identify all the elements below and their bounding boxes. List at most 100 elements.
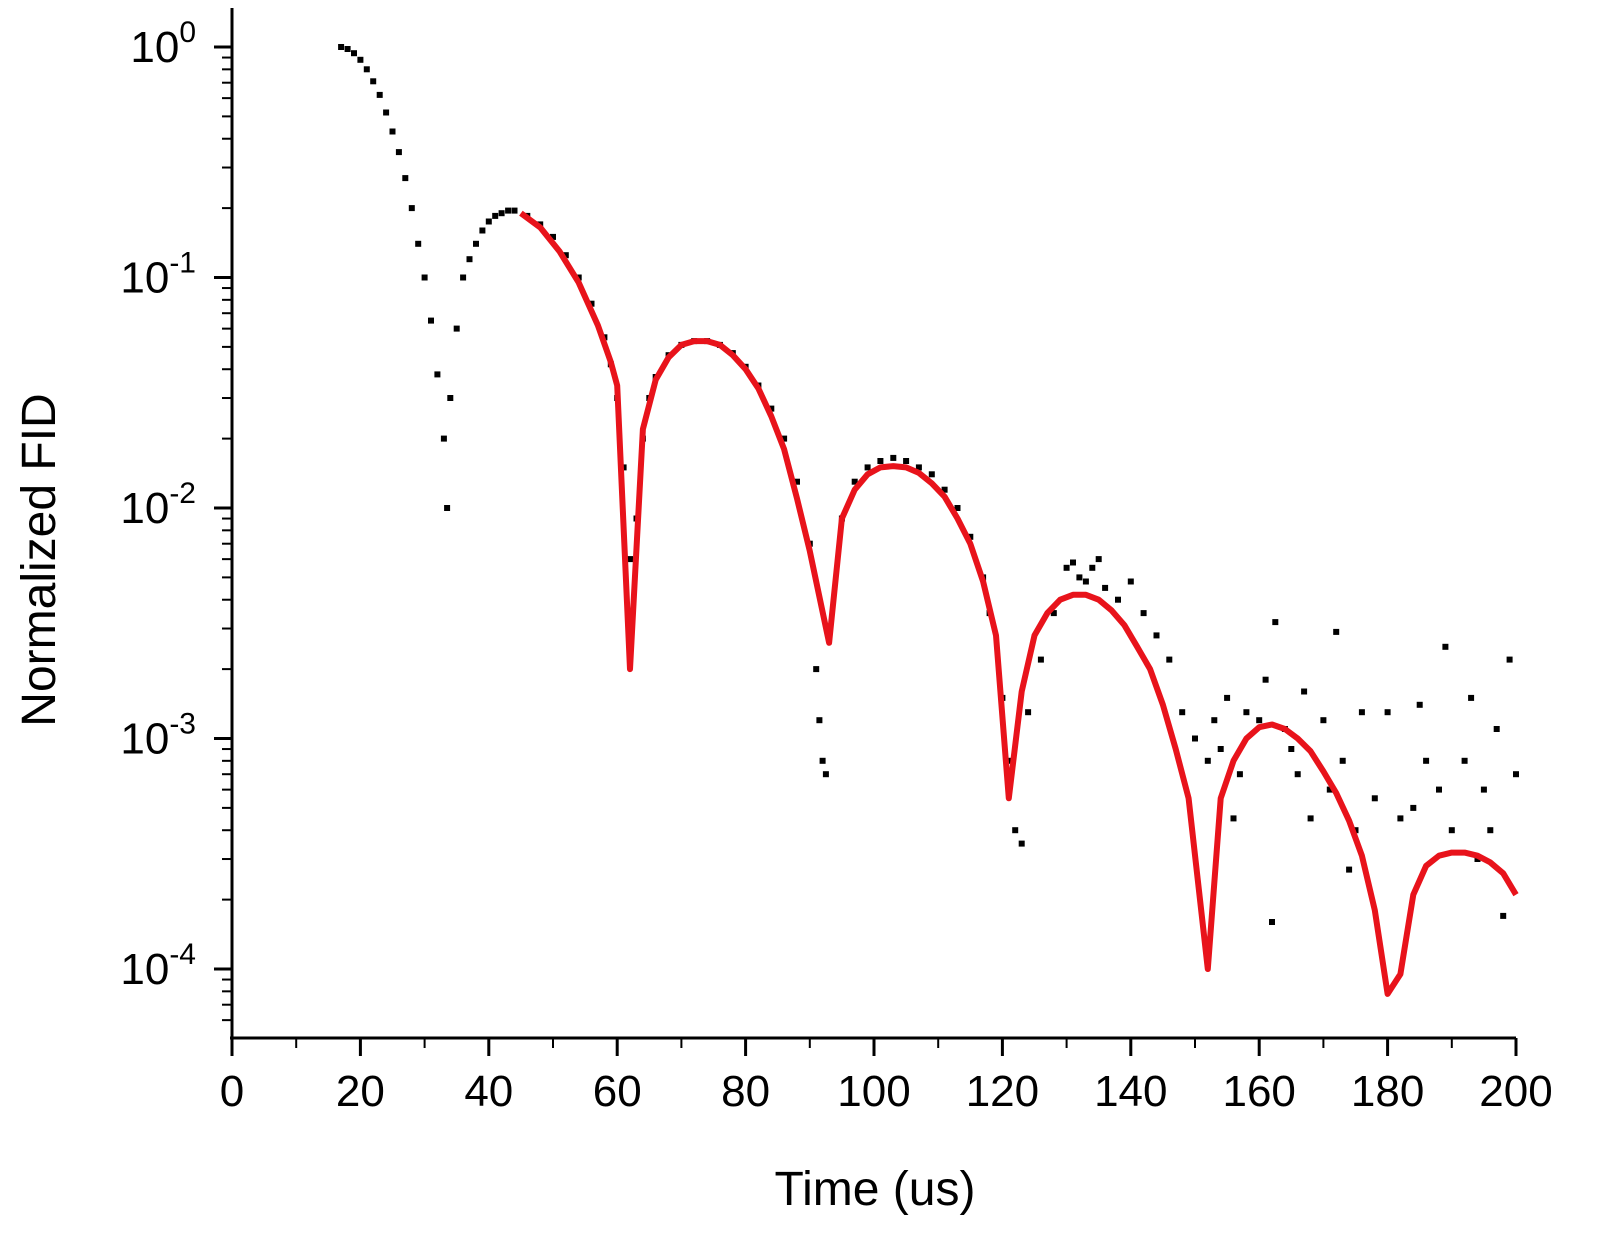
data-point [1070, 559, 1076, 566]
data-point [1127, 578, 1134, 585]
x-tick-label: 80 [721, 1067, 770, 1116]
data-point [1294, 771, 1301, 778]
data-point [1480, 786, 1487, 793]
data-point [1217, 746, 1224, 752]
data-point [395, 149, 402, 156]
data-point [768, 405, 775, 412]
data-point [954, 505, 961, 511]
data-point [1082, 578, 1089, 585]
data-point [1410, 804, 1417, 811]
y-tick-label: 10-3 [120, 708, 196, 764]
data-point [1320, 717, 1327, 724]
data-point [1050, 610, 1057, 617]
x-tick-label: 160 [1222, 1067, 1295, 1116]
data-point [1095, 556, 1102, 563]
data-point [1333, 628, 1340, 635]
data-point [1513, 771, 1519, 778]
data-point [1224, 694, 1231, 701]
data-point [1102, 584, 1109, 591]
y-tick-label: 10-2 [120, 477, 196, 533]
data-point [1346, 866, 1353, 873]
data-point [421, 274, 428, 281]
data-point [1301, 688, 1308, 695]
data-point [1326, 786, 1333, 793]
x-tick-label: 0 [220, 1067, 244, 1116]
data-point [851, 478, 858, 485]
data-point [1506, 656, 1513, 663]
data-point [1269, 919, 1275, 925]
data-point [363, 66, 370, 73]
data-point [588, 300, 595, 307]
data-point [1018, 840, 1025, 847]
data-point [485, 218, 492, 225]
y-tick-label: 10-1 [120, 247, 196, 303]
data-point [370, 78, 377, 85]
data-point [1236, 771, 1243, 778]
data-point [1262, 676, 1269, 683]
x-tick-label: 40 [464, 1067, 513, 1116]
data-point [1461, 757, 1468, 764]
data-point [1115, 596, 1121, 603]
data-point [492, 212, 499, 219]
data-point [498, 210, 505, 217]
data-point [1076, 574, 1083, 581]
data-point [1179, 709, 1186, 716]
axes: 0 20 40 60 80 100 120 140 160 180 200 100 10-1 10-2 10… [120, 8, 1553, 1116]
data-point [1288, 746, 1295, 752]
data-point [389, 128, 396, 135]
data-point [928, 471, 935, 478]
x-tick-label: 60 [593, 1067, 642, 1116]
data-point [1272, 619, 1279, 626]
data-point [1384, 709, 1391, 716]
fit-line [519, 210, 1519, 997]
data-point [1230, 815, 1237, 822]
data-point [941, 486, 948, 493]
data-point [627, 556, 633, 563]
y-axis-title: Normalized FID [13, 393, 66, 726]
data-point [1442, 643, 1449, 650]
data-point [351, 50, 357, 57]
data-point [1166, 656, 1173, 663]
x-axis-title: Time (us) [775, 1163, 976, 1216]
data-point [428, 317, 434, 324]
y-tick-label: 10-4 [120, 938, 196, 994]
data-point [511, 207, 518, 214]
data-point [1192, 735, 1198, 742]
data-point [915, 464, 922, 471]
data-point [1140, 610, 1147, 617]
y-tick-label: 100 [130, 16, 196, 72]
data-point [903, 458, 910, 464]
data-point [890, 454, 897, 461]
data-point [864, 464, 871, 471]
data-point [1153, 632, 1160, 639]
data-point [1307, 815, 1314, 822]
x-tick-label: 120 [966, 1067, 1039, 1116]
data-point [383, 109, 390, 116]
x-tick-label: 140 [1094, 1067, 1167, 1116]
data-point [1436, 786, 1442, 793]
data-point [440, 435, 447, 442]
data-point [376, 91, 383, 98]
data-point [505, 207, 512, 214]
data-point [466, 256, 473, 263]
data-point [447, 395, 454, 401]
data-point [444, 505, 451, 511]
data-point [1416, 701, 1423, 708]
data-point [338, 44, 345, 50]
data-point [453, 325, 460, 332]
data-point [1211, 717, 1218, 724]
data-point [967, 533, 974, 540]
data-point [473, 240, 479, 247]
data-point [1339, 757, 1346, 764]
data-point [479, 227, 486, 234]
data-point [1243, 709, 1250, 716]
data-point [1089, 564, 1096, 571]
data-point [813, 666, 820, 673]
data-point [1256, 717, 1263, 724]
data-point [357, 56, 364, 63]
data-point [1204, 757, 1211, 764]
data-point [822, 771, 829, 778]
axis-labels: Time (us) Normalized FID [13, 393, 975, 1216]
data-point [1423, 757, 1430, 764]
